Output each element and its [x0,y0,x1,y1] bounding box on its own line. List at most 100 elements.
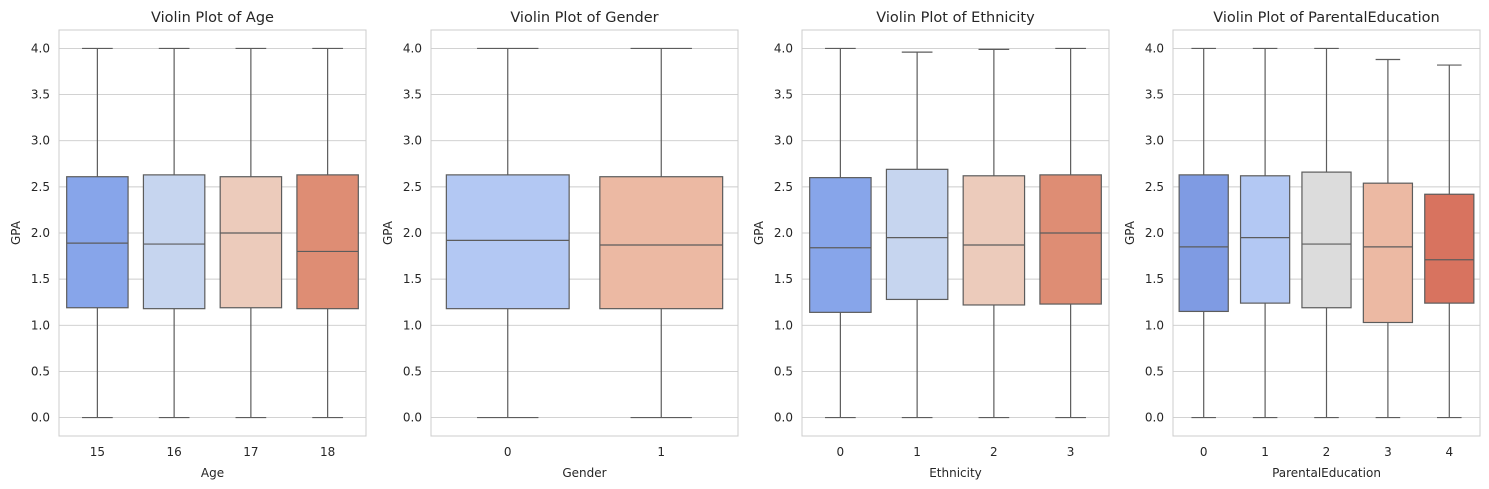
y-axis-label: GPA [9,220,23,245]
y-tick-label: 0.0 [403,411,422,425]
chart-title: Violin Plot of ParentalEducation [1213,10,1439,26]
y-tick-label: 2.5 [31,180,50,194]
box-2 [962,48,1026,419]
y-axis-label: GPA [1123,220,1137,245]
y-tick-label: 3.5 [403,88,422,102]
x-tick-label: 17 [243,445,258,459]
y-tick-label: 0.0 [1145,411,1164,425]
y-tick-label: 1.5 [31,272,50,286]
y-tick-label: 4.0 [774,41,793,55]
y-tick-label: 0.5 [403,364,422,378]
iqr-box [142,174,206,310]
iqr-box [445,174,570,310]
y-tick-label: 2.0 [403,226,422,240]
chart-panel-4: 0.0 0.5 1.0 1.5 2.0 2.5 3.0 3.5 4.0 0 1 2 3 4 Violin P… [1123,10,1481,480]
y-tick-label: 4.0 [31,41,50,55]
iqr-box [1301,171,1352,309]
y-tick-label: 0.5 [31,364,50,378]
y-tick-label: 3.0 [774,134,793,148]
y-tick-label: 3.5 [1145,88,1164,102]
plot-frame [58,29,367,437]
iqr-box [885,168,949,301]
iqr-box [809,177,872,313]
x-tick-label: 16 [166,445,181,459]
y-tick-label: 2.0 [1145,226,1164,240]
y-tick-label: 0.5 [1145,364,1164,378]
iqr-box [219,176,283,309]
x-axis-label: Age [201,466,224,480]
x-axis-label: ParentalEducation [1272,466,1381,480]
y-tick-label: 3.5 [774,88,793,102]
iqr-box [1424,193,1475,304]
box-1 [885,51,949,419]
plot-frame [1172,29,1481,437]
iqr-box [1239,175,1291,304]
box-4 [1424,64,1475,419]
y-axis-label: GPA [752,220,766,245]
box-17 [219,47,283,419]
iqr-box [296,174,359,310]
box-3 [1362,58,1414,419]
box-0 [1178,47,1229,419]
chart-title: Violin Plot of Ethnicity [876,10,1035,26]
y-axis-label: GPA [381,220,395,245]
iqr-box [962,175,1026,306]
iqr-box [1178,174,1229,313]
y-tick-label: 1.5 [403,272,422,286]
box-16 [142,47,206,419]
y-tick-label: 2.0 [774,226,793,240]
x-tick-label: 0 [1200,445,1208,459]
plot-frame [801,29,1110,437]
y-tick-label: 3.5 [31,88,50,102]
box-2 [1301,47,1352,419]
y-tick-label: 0.5 [774,364,793,378]
y-tick-label: 4.0 [403,41,422,55]
x-tick-label: 2 [990,445,998,459]
y-tick-label: 2.5 [774,180,793,194]
x-axis-label: Ethnicity [929,466,982,480]
x-tick-label: 4 [1445,445,1453,459]
iqr-box [66,176,129,309]
y-tick-label: 0.0 [31,411,50,425]
y-tick-label: 1.0 [31,318,50,332]
x-tick-label: 0 [504,445,512,459]
y-tick-label: 0.0 [774,411,793,425]
box-3 [1039,47,1102,419]
x-tick-label: 3 [1067,445,1075,459]
x-tick-label: 1 [1261,445,1269,459]
box-1 [1239,47,1291,419]
box-1 [599,47,724,419]
chart-panel-3: 0.0 0.5 1.0 1.5 2.0 2.5 3.0 3.5 4.0 0 1 2 3 Violin Pl… [752,10,1110,480]
x-tick-label: 18 [320,445,335,459]
box-18 [296,47,359,419]
y-tick-label: 3.0 [403,134,422,148]
y-tick-label: 3.0 [1145,134,1164,148]
chart-title: Violin Plot of Gender [510,10,658,26]
x-tick-label: 15 [90,445,105,459]
x-tick-label: 1 [657,445,665,459]
plot-frame [430,29,739,437]
box-0 [445,47,570,419]
y-tick-label: 4.0 [1145,41,1164,55]
x-axis-label: Gender [562,466,606,480]
iqr-box [599,176,724,310]
x-tick-label: 1 [913,445,921,459]
y-tick-label: 1.0 [403,318,422,332]
y-tick-label: 1.0 [774,318,793,332]
iqr-box [1039,174,1102,305]
box-15 [66,47,129,419]
chart-title: Violin Plot of Age [151,10,274,26]
y-tick-label: 2.0 [31,226,50,240]
iqr-box [1362,182,1414,324]
y-tick-label: 2.5 [403,180,422,194]
y-tick-label: 1.0 [1145,318,1164,332]
chart-panel-2: 0.0 0.5 1.0 1.5 2.0 2.5 3.0 3.5 4.0 0 1 Violin Plot… [381,10,739,480]
y-tick-label: 1.5 [774,272,793,286]
x-tick-label: 2 [1323,445,1331,459]
box-0 [809,47,872,419]
x-tick-label: 3 [1384,445,1392,459]
chart-panel-1: 0.0 0.5 1.0 1.5 2.0 2.5 3.0 3.5 4.0 15 16 17 18 Violi… [9,10,367,480]
y-tick-label: 2.5 [1145,180,1164,194]
x-tick-label: 0 [837,445,845,459]
